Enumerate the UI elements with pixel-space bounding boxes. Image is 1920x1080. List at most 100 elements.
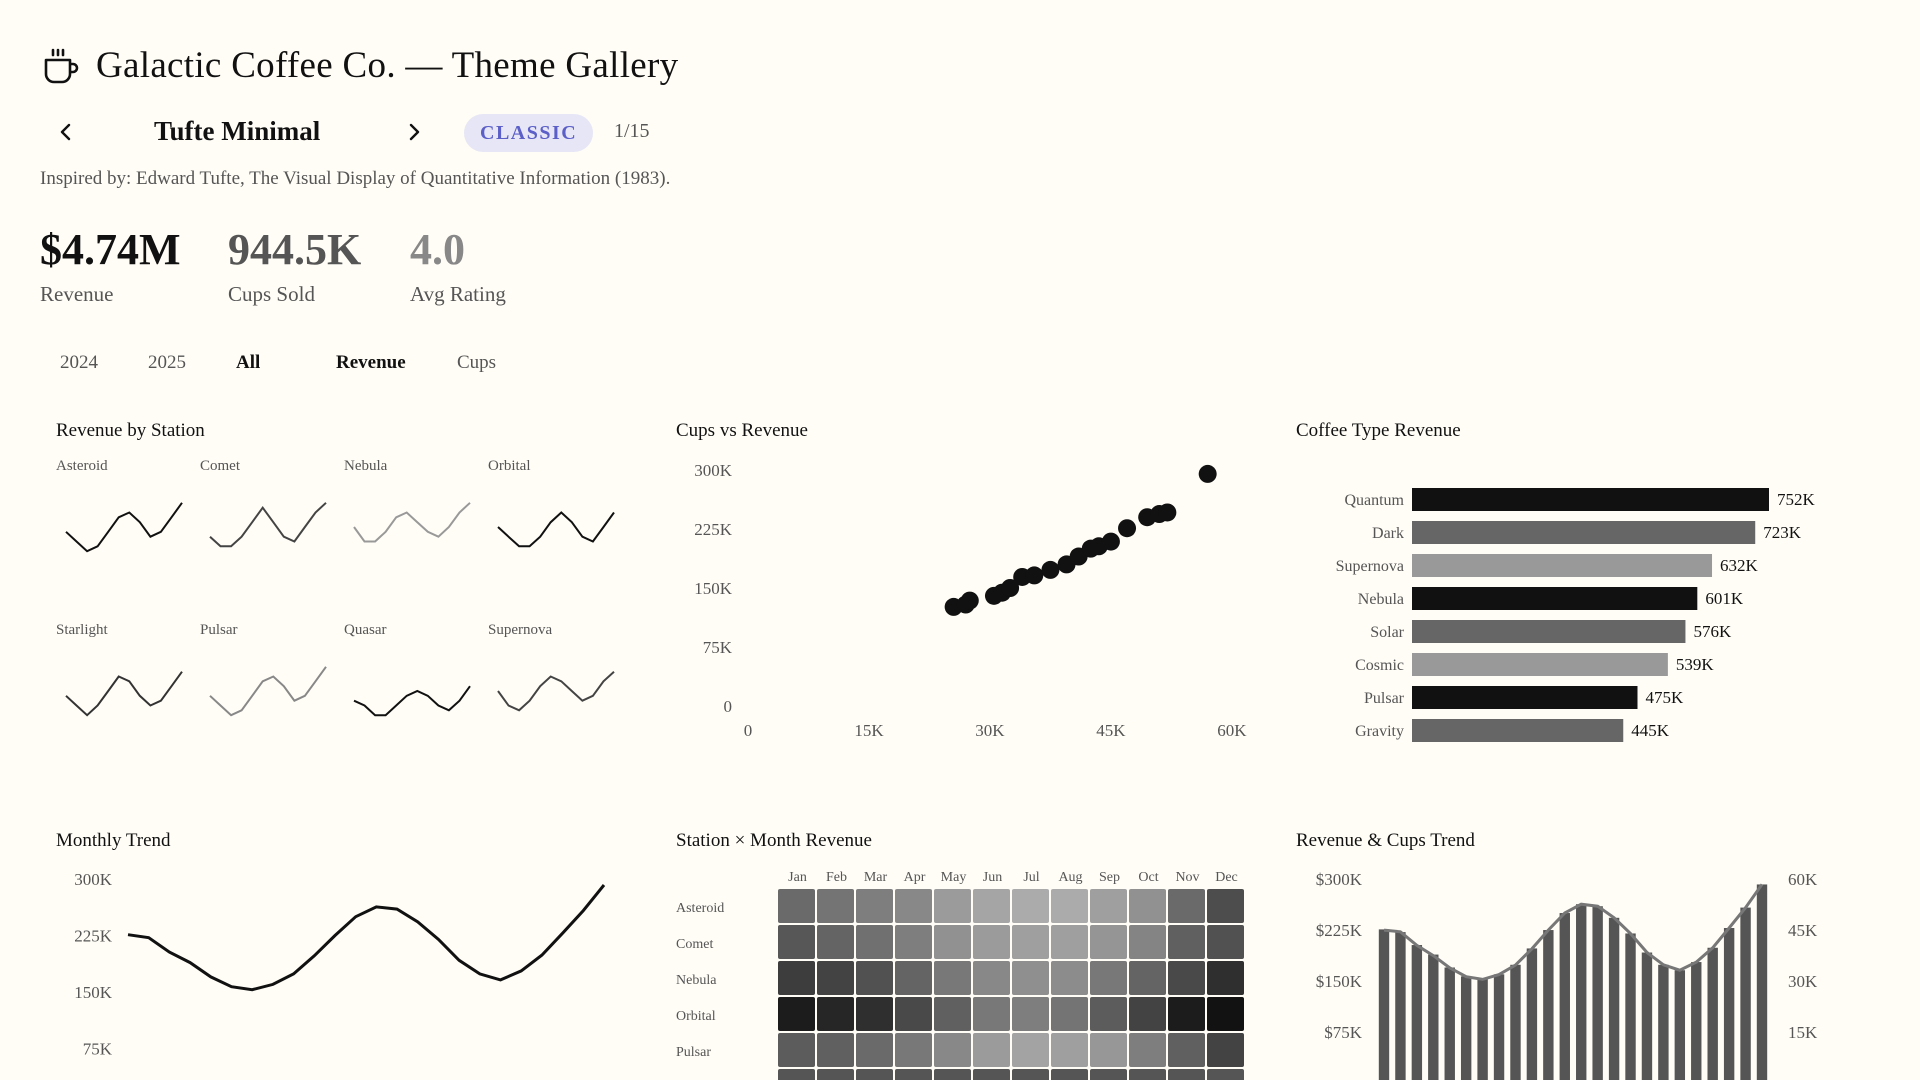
combo-revenue-bar xyxy=(1723,928,1735,1080)
heatmap-cell xyxy=(934,1033,971,1067)
kpi-label: Cups Sold xyxy=(228,282,315,307)
heatmap-column-label: Aug xyxy=(1058,870,1082,885)
revenue-cups-combo-chart: $75K $150K $225K $300K 15K 30K 45K 60K xyxy=(1316,870,1818,1080)
heatmap-column-label: Dec xyxy=(1215,870,1238,885)
combo-revenue-bar xyxy=(1460,976,1472,1080)
scatter-x-tick: 60K xyxy=(1217,721,1247,740)
heatmap-cell xyxy=(856,961,893,995)
heatmap-cell xyxy=(973,1033,1010,1067)
bar-nebula xyxy=(1412,587,1698,610)
heatmap-cell xyxy=(895,997,932,1031)
filter-metric-revenue[interactable]: Revenue xyxy=(336,352,406,373)
scatter-y-tick: 150K xyxy=(694,579,733,598)
combo-revenue-bar xyxy=(1477,979,1488,1080)
bar-dark xyxy=(1412,521,1756,544)
previous-theme-button[interactable] xyxy=(50,116,82,148)
combo-revenue-bar xyxy=(1658,964,1669,1080)
scatter-y-tick: 75K xyxy=(703,638,733,657)
heatmap-cell xyxy=(1168,961,1205,995)
kpi-value: 944.5K xyxy=(228,225,362,274)
combo-revenue-bar xyxy=(1493,974,1505,1080)
heatmap-cell xyxy=(1129,889,1166,923)
kpi-cups-sold: 944.5K Cups Sold xyxy=(228,225,362,307)
chevron-right-icon xyxy=(409,123,420,141)
heatmap-cell xyxy=(1012,1069,1049,1080)
monthly-trend-chart: 75K 150K 225K 300K xyxy=(74,870,606,1058)
filter-year-all[interactable]: All xyxy=(236,352,261,373)
bar-supernova xyxy=(1412,554,1713,577)
heatmap-cell xyxy=(817,889,854,923)
heatmap-cell xyxy=(778,997,815,1031)
bar-value-label: 475K xyxy=(1645,688,1684,707)
combo-revenue-bar xyxy=(1625,933,1636,1080)
heatmap-cell xyxy=(934,997,971,1031)
heatmap-row-label: Pulsar xyxy=(676,1045,711,1060)
station-label-starlight: Starlight xyxy=(56,622,108,638)
heatmap-cell xyxy=(817,925,854,959)
sparkline-pulsar xyxy=(209,666,327,717)
theme-counter: 1/15 xyxy=(614,120,650,142)
monthly-y-tick: 150K xyxy=(74,983,113,1002)
heatmap-cell xyxy=(1090,889,1127,923)
next-theme-button[interactable] xyxy=(398,116,430,148)
heatmap-cell xyxy=(778,889,815,923)
scatter-y-tick: 225K xyxy=(694,520,733,539)
sparkline-comet xyxy=(209,502,327,548)
heatmap-cell xyxy=(934,1069,971,1080)
combo-revenue-bar xyxy=(1674,970,1686,1080)
heatmap-cell xyxy=(1207,1033,1244,1067)
heatmap-cell xyxy=(1090,997,1127,1031)
station-label-quasar: Quasar xyxy=(344,622,387,638)
bar-category-label: Gravity xyxy=(1355,723,1404,740)
heatmap-cell xyxy=(1090,1069,1127,1080)
panel-title-monthly-trend: Monthly Trend xyxy=(56,830,171,851)
bar-value-label: 601K xyxy=(1705,589,1744,608)
station-label-comet: Comet xyxy=(200,458,240,474)
combo-revenue-bar xyxy=(1428,954,1439,1080)
station-month-heatmap: Jan Feb Mar Apr May Jun Jul Aug Sep Oct Nov Dec Aste… xyxy=(676,870,1244,1080)
theme-name: Tufte Minimal xyxy=(154,116,321,146)
scatter-y-tick: 0 xyxy=(724,697,733,716)
scatter-point xyxy=(1025,566,1044,585)
heatmap-cell xyxy=(856,889,893,923)
monthly-y-tick: 225K xyxy=(74,926,113,945)
heatmap-cell xyxy=(1168,1069,1205,1080)
heatmap-cell xyxy=(817,961,854,995)
scatter-chart: 0 75K 150K 225K 300K 0 15K 30K 45K 60K xyxy=(694,461,1247,740)
bar-solar xyxy=(1412,620,1686,643)
heatmap-cell xyxy=(1051,925,1088,959)
filter-metric-cups[interactable]: Cups xyxy=(457,352,497,373)
combo-left-y-tick: $300K xyxy=(1316,870,1363,889)
kpi-revenue: $4.74M Revenue xyxy=(40,225,181,307)
heatmap-cell xyxy=(1129,997,1166,1031)
scatter-point xyxy=(1198,464,1217,483)
heatmap-cell xyxy=(973,997,1010,1031)
scatter-point xyxy=(1001,579,1020,597)
heatmap-column-label: Jul xyxy=(1023,870,1039,885)
filter-year-2025[interactable]: 2025 xyxy=(148,352,186,373)
heatmap-cell xyxy=(1090,925,1127,959)
heatmap-cell xyxy=(973,961,1010,995)
heatmap-column-label: Mar xyxy=(864,870,888,885)
filter-year-2024[interactable]: 2024 xyxy=(60,352,98,373)
heatmap-cell xyxy=(778,1033,815,1067)
heatmap-cell xyxy=(934,889,971,923)
heatmap-column-label: Jan xyxy=(788,870,807,885)
combo-revenue-bar xyxy=(1395,932,1406,1080)
bar-value-label: 632K xyxy=(1720,556,1759,575)
heatmap-cell xyxy=(1090,961,1127,995)
chevron-left-icon xyxy=(60,123,71,141)
panel-title-cups-vs-revenue: Cups vs Revenue xyxy=(676,420,808,441)
combo-left-y-tick: $150K xyxy=(1316,972,1363,991)
sparkline-orbital xyxy=(497,511,615,548)
heatmap-cell xyxy=(895,889,932,923)
heatmap-column-label: Apr xyxy=(904,870,926,885)
combo-revenue-bar xyxy=(1559,913,1570,1080)
station-label-supernova: Supernova xyxy=(488,622,553,638)
heatmap-cell xyxy=(1207,1069,1244,1080)
combo-revenue-bar xyxy=(1444,967,1455,1080)
combo-right-y-tick: 45K xyxy=(1788,921,1818,940)
heatmap-cell xyxy=(778,961,815,995)
heatmap-cell xyxy=(1207,997,1244,1031)
bar-category-label: Pulsar xyxy=(1364,690,1405,707)
